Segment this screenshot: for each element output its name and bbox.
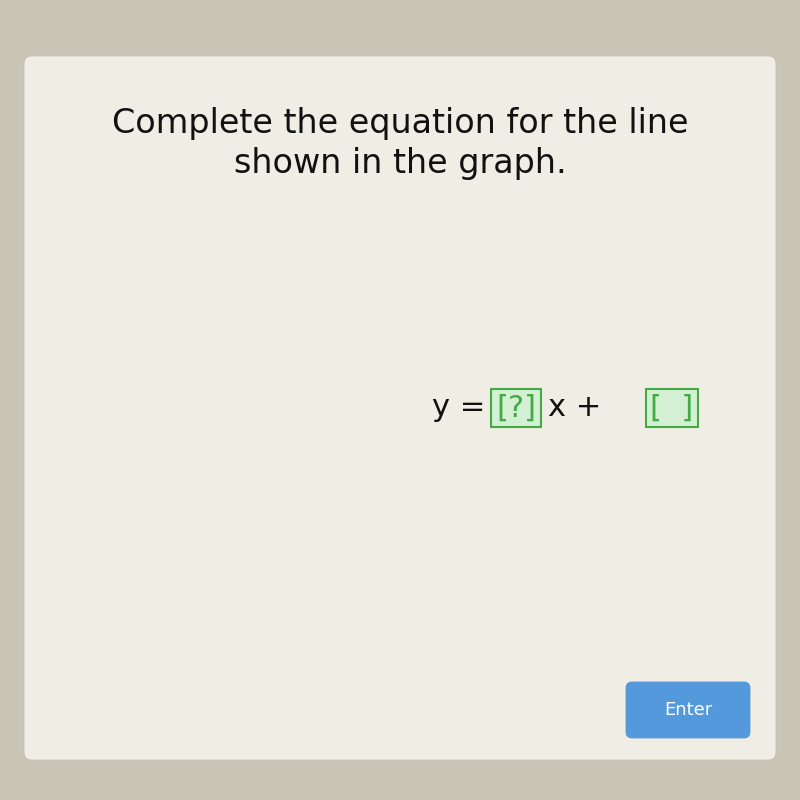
Text: Enter: Enter [664, 701, 712, 719]
Text: y =: y = [432, 394, 495, 422]
Text: x +: x + [549, 394, 611, 422]
Text: (1, 4): (1, 4) [240, 271, 274, 281]
Text: 10: 10 [376, 394, 387, 403]
Text: 10: 10 [56, 394, 67, 403]
Text: (-1, -2): (-1, -2) [181, 475, 224, 485]
Text: shown in the graph.: shown in the graph. [234, 147, 566, 181]
Text: [?]: [?] [496, 394, 536, 422]
Text: y: y [234, 216, 240, 226]
Text: x: x [380, 388, 386, 398]
Text: 1: 1 [250, 394, 255, 403]
Text: 6.67: 6.67 [204, 211, 224, 220]
Text: Complete the equation for the line: Complete the equation for the line [112, 107, 688, 141]
Text: 1: 1 [246, 366, 253, 375]
Text: -6.67: -6.67 [201, 593, 224, 602]
Text: (0, 1): (0, 1) [238, 359, 272, 370]
Text: [  ]: [ ] [650, 394, 694, 422]
